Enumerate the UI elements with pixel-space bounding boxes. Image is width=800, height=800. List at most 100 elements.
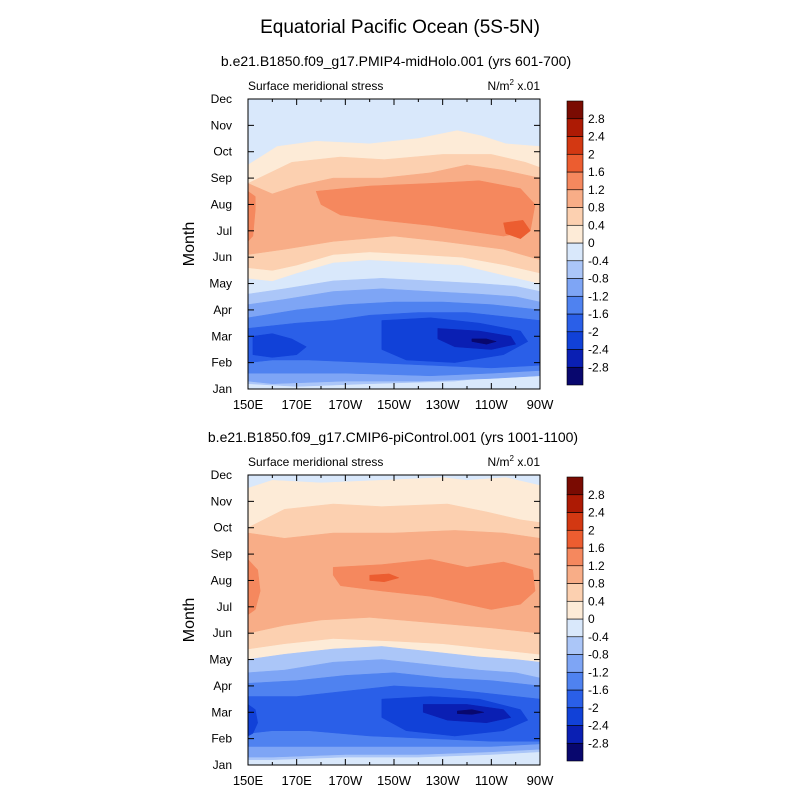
y-tick-label: Jan [213, 382, 232, 396]
panel-1-plot-area [247, 98, 541, 390]
colorbar-label: 1.2 [588, 183, 605, 197]
colorbar-swatch [566, 583, 584, 602]
colorbar-swatch [566, 100, 584, 120]
colorbar-swatch [566, 600, 584, 620]
colorbar-swatch [566, 636, 584, 655]
x-tick-label: 170W [328, 397, 363, 412]
y-tick-label: Apr [213, 303, 232, 317]
x-tick-label: 170E [281, 397, 312, 412]
colorbar-label: 2.4 [588, 130, 605, 144]
contour-region-3 [248, 559, 261, 616]
colorbar-label: 0.4 [588, 218, 605, 232]
y-tick-label: Oct [213, 145, 232, 159]
colorbar-swatch [566, 512, 584, 531]
panel-1-y-ticks: Jan Feb Mar Apr May Jun Jul Aug Sep Oct Nov Dec [209, 92, 540, 396]
panel-2-units-label: N/m2 x.01 [488, 454, 541, 469]
colorbar-label: -2 [588, 325, 599, 339]
panel-1-colorbar: -2.8 -2.4 -2 -1.6 -1.2 -0.8 -0.4 0 0.4 0.8 1.2 1.6 2… [566, 100, 609, 386]
panel-1-title: b.e21.B1850.f09_g17.PMIP4-midHolo.001 (y… [221, 53, 571, 69]
colorbar-label: -1.6 [588, 683, 609, 697]
colorbar-swatch [566, 476, 584, 496]
contour-region-13 [457, 709, 485, 715]
colorbar-label: -2 [588, 701, 599, 715]
x-tick-label: 130W [426, 773, 461, 788]
panel-2-x-ticks: 150E 170E 170W 150W 130W 110W 90W [233, 475, 554, 788]
panel-2-y-ticks: Jan Feb Mar Apr May Jun Jul Aug Sep Oct Nov Dec [209, 468, 540, 772]
x-tick-label: 130W [426, 397, 461, 412]
panel-1-variable-label: Surface meridional stress [248, 79, 383, 93]
colorbar-swatch [566, 349, 584, 368]
y-tick-label: May [209, 653, 232, 667]
colorbar-swatch [566, 618, 584, 638]
colorbar-label: -0.8 [588, 272, 609, 286]
colorbar-swatch [566, 224, 584, 244]
panel-2-y-axis-label: Month [181, 598, 198, 642]
colorbar-swatch [566, 707, 584, 726]
panel-2-title: b.e21.B1850.f09_g17.CMIP6-piControl.001 … [208, 429, 578, 445]
colorbar-label: -2.8 [588, 736, 609, 750]
colorbar-label: -0.4 [588, 630, 609, 644]
colorbar-swatch [566, 153, 584, 173]
panel-1: b.e21.B1850.f09_g17.PMIP4-midHolo.001 (y… [181, 53, 609, 412]
colorbar-label: 2.8 [588, 112, 605, 126]
y-tick-label: Sep [211, 547, 233, 561]
colorbar-label: 2 [588, 523, 595, 537]
colorbar-swatch [566, 295, 584, 315]
colorbar-label: -1.2 [588, 289, 609, 303]
colorbar-swatch [566, 313, 584, 333]
colorbar-label: 2.4 [588, 506, 605, 520]
y-tick-label: May [209, 277, 232, 291]
colorbar-label: -1.2 [588, 665, 609, 679]
panel-1-y-axis-label: Month [181, 222, 198, 266]
panel-2-colorbar: -2.8 -2.4 -2 -1.6 -1.2 -0.8 -0.4 0 0.4 0.8 1.2 1.6 2… [566, 476, 609, 762]
x-tick-label: 150W [377, 773, 412, 788]
colorbar-swatch [566, 136, 584, 155]
colorbar-label: -1.6 [588, 307, 609, 321]
y-tick-label: Sep [211, 171, 233, 185]
colorbar-label: 0 [588, 612, 595, 626]
colorbar-swatch [566, 565, 584, 584]
figure-title: Equatorial Pacific Ocean (5S-5N) [260, 17, 540, 38]
colorbar-swatch [566, 494, 584, 513]
x-tick-label: 90W [527, 397, 554, 412]
colorbar-swatch [566, 171, 584, 191]
contour-region-13 [471, 338, 498, 345]
y-tick-label: Jul [217, 224, 232, 238]
x-tick-label: 90W [527, 773, 554, 788]
x-tick-label: 110W [475, 773, 509, 788]
panel-2-variable-label: Surface meridional stress [248, 455, 383, 469]
contour-region-4 [332, 559, 536, 610]
y-tick-label: Dec [211, 92, 232, 106]
colorbar-swatch [566, 278, 584, 297]
colorbar-swatch [566, 242, 584, 262]
colorbar-swatch [566, 118, 584, 137]
panel-2: b.e21.B1850.f09_g17.CMIP6-piControl.001 … [181, 429, 609, 788]
colorbar-swatch [566, 671, 584, 691]
y-tick-label: Jun [213, 626, 232, 640]
colorbar-swatch [566, 742, 584, 762]
y-tick-label: Feb [211, 732, 232, 746]
colorbar-label: -2.8 [588, 360, 609, 374]
colorbar-label: 1.6 [588, 541, 605, 555]
panel-1-x-ticks: 150E 170E 170W 150W 130W 110W 90W [233, 99, 554, 412]
x-tick-label: 110W [475, 397, 509, 412]
colorbar-swatch [566, 331, 584, 350]
y-tick-label: Mar [211, 329, 232, 343]
x-tick-label: 150E [233, 397, 264, 412]
colorbar-swatch [566, 725, 584, 744]
panel-1-units-label: N/m2 x.01 [488, 78, 541, 93]
contour-region-5 [369, 573, 400, 583]
colorbar-swatch [566, 189, 584, 208]
y-tick-label: Jun [213, 250, 232, 264]
colorbar-label: -0.8 [588, 648, 609, 662]
colorbar-label: 0.4 [588, 594, 605, 608]
colorbar-swatch [566, 207, 584, 226]
y-tick-label: Nov [211, 118, 232, 132]
contour-region-5 [503, 220, 531, 239]
colorbar-label: 2.8 [588, 488, 605, 502]
x-tick-label: 170E [281, 773, 312, 788]
colorbar-label: 2 [588, 147, 595, 161]
panel-2-plot-area [247, 474, 541, 766]
colorbar-swatch [566, 260, 584, 279]
